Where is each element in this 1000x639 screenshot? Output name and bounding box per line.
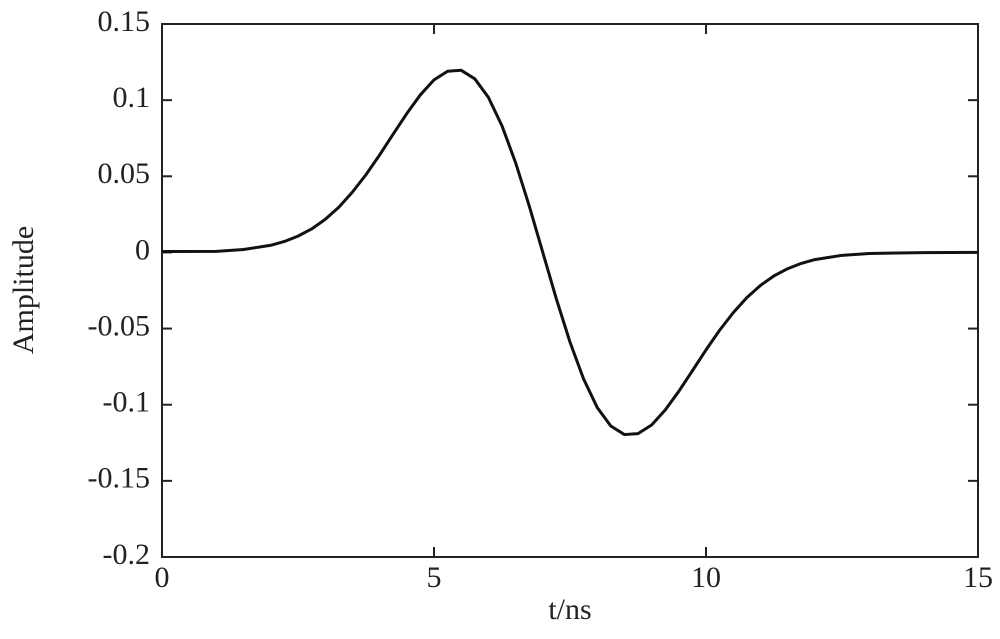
y-axis-label: Amplitude <box>7 226 40 354</box>
x-axis-label: t/ns <box>548 593 591 626</box>
x-tick-label: 5 <box>427 561 442 594</box>
plot-frame <box>161 23 979 558</box>
x-tick-label: 10 <box>691 561 721 594</box>
y-tick-label: -0.05 <box>88 309 151 342</box>
y-tick-label: 0.05 <box>98 157 151 190</box>
line-series <box>161 68 979 437</box>
y-tick-label: 0.15 <box>98 5 151 38</box>
x-tick-label: 15 <box>963 561 993 594</box>
x-tick-label: 0 <box>155 561 170 594</box>
y-tick-label: -0.2 <box>103 538 151 571</box>
y-tick-label: -0.1 <box>103 386 151 419</box>
y-tick-label: -0.15 <box>88 462 151 495</box>
y-tick-label: 0 <box>135 233 150 266</box>
y-tick-label: 0.1 <box>113 81 151 114</box>
